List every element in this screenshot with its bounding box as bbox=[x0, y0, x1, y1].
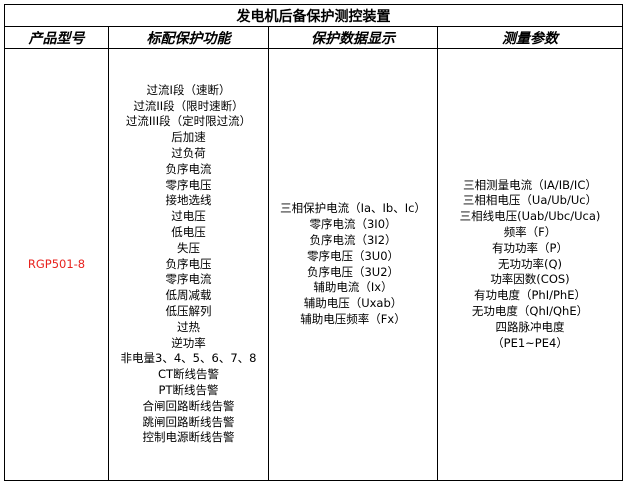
protection-function-item: 负序电流 bbox=[165, 161, 212, 176]
measurement-item: 三相测量电流（IA/IB/IC） bbox=[463, 177, 597, 192]
protection-function-item: 过负荷 bbox=[171, 146, 206, 161]
protection-function-item: CT断线告警 bbox=[157, 367, 220, 382]
protection-data-item: 零序电压（3U0） bbox=[306, 248, 400, 263]
measurement-item: 无功功率(Q) bbox=[497, 256, 563, 271]
spec-table: 发电机后备保护测控装置 产品型号 标配保护功能 保护数据显示 测量参数 RGP5… bbox=[4, 4, 623, 481]
protection-data-item: 辅助电流（Ix） bbox=[313, 280, 393, 295]
protection-data-item: 零序电流（3I0） bbox=[309, 217, 397, 232]
measurement-item: 无功电度（QhI/QhE） bbox=[471, 303, 589, 318]
measurement-item: 有功电度（PhI/PhE） bbox=[474, 288, 586, 303]
protection-function-item: 低电压 bbox=[171, 225, 206, 239]
protection-function-item: 过热 bbox=[177, 319, 200, 334]
protection-function-item: 失压 bbox=[177, 240, 200, 255]
measurement-item: 频率（F） bbox=[503, 225, 557, 239]
protection-function-item: 过流II段（限时速断） bbox=[133, 98, 244, 113]
protection-function-item: 过流I段（速断） bbox=[146, 82, 231, 97]
product-model: RGP501-8 bbox=[4, 48, 109, 481]
measurements-list: 三相测量电流（IA/IB/IC） 三相相电压（Ua/Ub/Uc） 三相线电压(Uab… bbox=[437, 48, 623, 481]
measurement-item: 三相线电压(Uab/Ubc/Uca) bbox=[459, 209, 601, 224]
protection-function-item: 低周减载 bbox=[165, 288, 212, 303]
header-measurements: 测量参数 bbox=[437, 26, 623, 49]
protection-data-item: 辅助电压（Uxab） bbox=[303, 296, 403, 311]
measurement-item: 四路脉冲电度 bbox=[495, 319, 565, 334]
protection-functions-list: 过流I段（速断） 过流II段（限时速断） 过流III段（定时限过流） 后加速 过负荷 负序… bbox=[108, 48, 269, 481]
protection-function-item: 控制电源断线告警 bbox=[142, 430, 235, 445]
measurement-item: 三相相电压（Ua/Ub/Uc） bbox=[462, 193, 598, 208]
protection-data-item: 负序电压（3U2） bbox=[306, 264, 400, 279]
measurement-item: 有功功率（P） bbox=[492, 240, 568, 255]
protection-function-item: 接地选线 bbox=[165, 193, 212, 208]
protection-function-item: 零序电压 bbox=[165, 177, 212, 192]
protection-data-item: 负序电流（3I2） bbox=[309, 232, 397, 247]
protection-function-item: PT断线告警 bbox=[158, 382, 219, 397]
protection-data-item: 三相保护电流（Ia、Ib、Ic） bbox=[280, 201, 426, 216]
protection-function-item: 过流III段（定时限过流） bbox=[125, 114, 252, 129]
protection-function-item: 后加速 bbox=[171, 130, 206, 145]
measurement-item: 功率因数(COS) bbox=[490, 272, 570, 287]
protection-function-item: 非电量3、4、5、6、7、8 bbox=[120, 351, 257, 366]
protection-function-item: 跳闸回路断线告警 bbox=[142, 414, 235, 429]
protection-function-item: 逆功率 bbox=[171, 335, 206, 350]
header-protection-functions: 标配保护功能 bbox=[108, 26, 269, 49]
table-title: 发电机后备保护测控装置 bbox=[4, 4, 623, 27]
header-protection-data: 保护数据显示 bbox=[268, 26, 438, 49]
protection-function-item: 过电压 bbox=[171, 209, 206, 224]
protection-function-item: 合闸回路断线告警 bbox=[142, 398, 235, 413]
protection-function-item: 负序电压 bbox=[165, 256, 212, 271]
protection-function-item: 零序电流 bbox=[165, 272, 212, 287]
measurement-item: （PE1~PE4） bbox=[492, 335, 568, 350]
protection-data-item: 辅助电压频率（Fx） bbox=[300, 311, 406, 326]
protection-data-list: 三相保护电流（Ia、Ib、Ic） 零序电流（3I0） 负序电流（3I2） 零序电压（3… bbox=[268, 48, 438, 481]
protection-function-item: 低压解列 bbox=[165, 303, 212, 318]
header-model: 产品型号 bbox=[4, 26, 109, 49]
